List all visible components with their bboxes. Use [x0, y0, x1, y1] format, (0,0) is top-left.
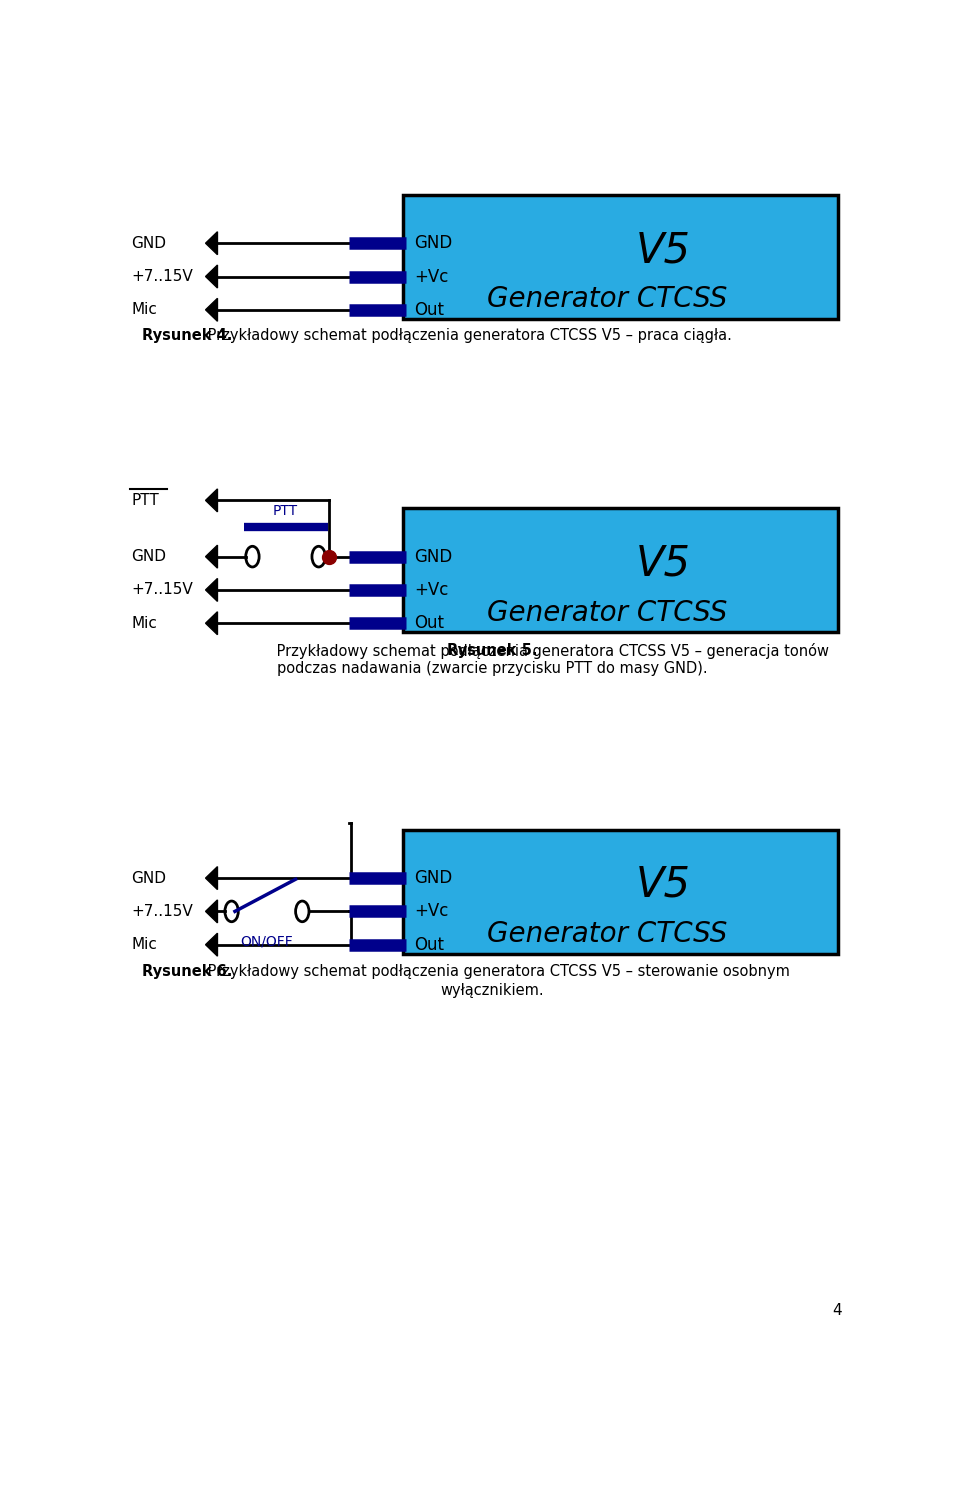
Text: Przykładowy schemat podłączenia generatora CTCSS V5 – praca ciągła.: Przykładowy schemat podłączenia generato…	[204, 328, 732, 343]
Text: +7..15V: +7..15V	[132, 583, 193, 598]
Text: Generator CTCSS: Generator CTCSS	[487, 285, 728, 313]
Bar	[403, 195, 838, 319]
Text: V5: V5	[636, 230, 690, 271]
Text: +7..15V: +7..15V	[132, 268, 193, 283]
Text: +Vc: +Vc	[414, 902, 448, 920]
Text: Rysunek 4.: Rysunek 4.	[142, 328, 232, 343]
Bar	[403, 830, 838, 954]
Text: PTT: PTT	[132, 494, 159, 508]
Polygon shape	[205, 901, 218, 923]
Bar	[403, 508, 838, 632]
Text: Generator CTCSS: Generator CTCSS	[487, 599, 728, 626]
Text: Generator CTCSS: Generator CTCSS	[487, 920, 728, 948]
Text: GND: GND	[132, 549, 166, 564]
Text: Out: Out	[414, 936, 444, 954]
Text: +7..15V: +7..15V	[132, 904, 193, 918]
Polygon shape	[205, 265, 218, 288]
Polygon shape	[205, 579, 218, 601]
Text: GND: GND	[132, 236, 166, 250]
Text: Przykładowy schemat podłączenia generatora CTCSS V5 – sterowanie osobnym: Przykładowy schemat podłączenia generato…	[204, 965, 790, 980]
Text: Rysunek 5.: Rysunek 5.	[446, 643, 538, 658]
Text: Mic: Mic	[132, 303, 157, 318]
Text: Rysunek 6.: Rysunek 6.	[142, 965, 232, 980]
Polygon shape	[205, 489, 218, 511]
Polygon shape	[205, 546, 218, 568]
Text: ON/OFF: ON/OFF	[241, 935, 294, 948]
Text: PTT: PTT	[273, 504, 299, 517]
Text: 4: 4	[832, 1303, 842, 1318]
Polygon shape	[205, 298, 218, 321]
Text: GND: GND	[414, 234, 452, 252]
Text: GND: GND	[132, 871, 166, 886]
Text: Mic: Mic	[132, 938, 157, 953]
Text: wyłącznikiem.: wyłącznikiem.	[441, 983, 543, 997]
Text: V5: V5	[636, 543, 690, 584]
Polygon shape	[205, 611, 218, 635]
Polygon shape	[205, 866, 218, 890]
Text: Mic: Mic	[132, 616, 157, 631]
Text: podczas nadawania (zwarcie przycisku PTT do masy GND).: podczas nadawania (zwarcie przycisku PTT…	[276, 661, 708, 675]
Polygon shape	[205, 231, 218, 255]
Text: V5: V5	[636, 863, 690, 907]
Text: +Vc: +Vc	[414, 267, 448, 285]
Text: Przykładowy schemat podłączenia generatora CTCSS V5 – generacja tonów: Przykładowy schemat podłączenia generato…	[272, 643, 828, 659]
Text: +Vc: +Vc	[414, 581, 448, 599]
Text: Out: Out	[414, 614, 444, 632]
Polygon shape	[205, 933, 218, 956]
Text: GND: GND	[414, 869, 452, 887]
Text: Out: Out	[414, 301, 444, 319]
Text: GND: GND	[414, 547, 452, 565]
